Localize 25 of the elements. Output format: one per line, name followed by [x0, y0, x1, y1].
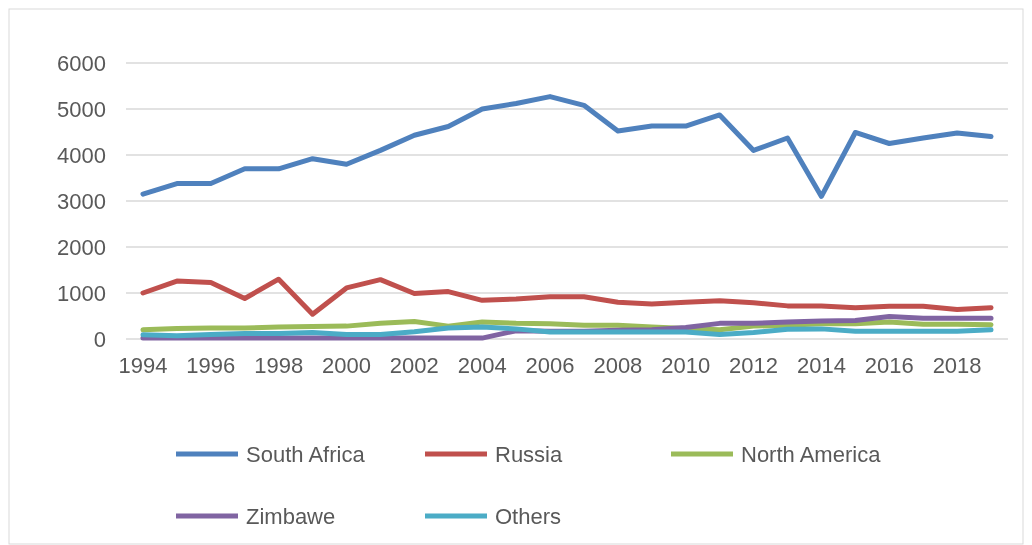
- x-tick-label: 2012: [729, 353, 779, 378]
- y-tick-label: 1000: [57, 280, 106, 306]
- x-tick-label: 2010: [661, 353, 711, 378]
- x-tick-label: 1996: [186, 353, 236, 378]
- x-tick-label: 2016: [864, 353, 914, 378]
- x-tick-label: 2006: [525, 353, 575, 378]
- x-tick-label: 2004: [457, 353, 507, 378]
- x-tick-label: 1998: [254, 353, 304, 378]
- y-tick-label: 2000: [57, 234, 106, 260]
- legend-label: Russia: [495, 441, 564, 467]
- legend-label: North America: [741, 441, 882, 467]
- legend-label: Others: [495, 503, 562, 529]
- x-tick-label: 2000: [322, 353, 371, 378]
- y-tick-label: 0: [93, 326, 106, 352]
- x-tick-label: 2018: [932, 353, 982, 378]
- x-tick-label: 1994: [118, 353, 168, 378]
- x-tick-label: 2014: [796, 353, 846, 378]
- y-tick-label: 6000: [57, 50, 106, 76]
- y-tick-label: 5000: [57, 96, 106, 122]
- x-tick-label: 2008: [593, 353, 643, 378]
- legend-label: Zimbawe: [246, 503, 336, 529]
- y-tick-label: 4000: [57, 142, 106, 168]
- legend-label: South Africa: [246, 441, 366, 467]
- y-tick-label: 3000: [57, 188, 106, 214]
- x-tick-label: 2002: [389, 353, 439, 378]
